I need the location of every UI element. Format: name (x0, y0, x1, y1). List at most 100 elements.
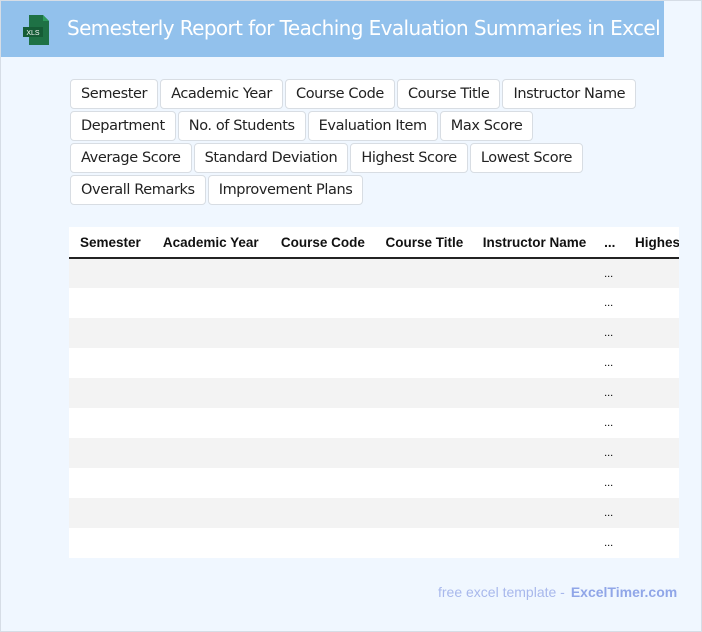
table-cell: ... (597, 498, 624, 528)
table-cell: ... (604, 477, 614, 489)
page-title: Semesterly Report for Teaching Evaluatio… (67, 16, 661, 40)
table-cell: ... (604, 417, 614, 429)
table-cell (269, 258, 375, 288)
table-row: ... (69, 258, 679, 288)
table-row: ... (69, 438, 679, 468)
field-tag[interactable]: Lowest Score (469, 143, 583, 173)
table-cell (151, 498, 270, 528)
table-cell (69, 438, 152, 468)
footer-text: free excel template - (438, 584, 565, 600)
table-cell (151, 438, 270, 468)
table-row: ... (69, 498, 679, 528)
table-cell (374, 378, 472, 408)
footer: free excel template - ExcelTimer.com (438, 584, 677, 600)
table-cell (623, 498, 679, 528)
field-tag[interactable]: No. of Students (177, 111, 306, 141)
table-cell (624, 528, 679, 558)
table-cell (472, 528, 597, 558)
field-tag[interactable]: Semester (70, 79, 159, 109)
table-cell (471, 378, 598, 408)
table-row: ... (69, 378, 679, 408)
table-cell (471, 498, 598, 528)
table-cell (472, 408, 597, 438)
table-cell: ... (597, 258, 624, 288)
data-table: Semester Academic Year Course Code Course T… (69, 227, 679, 558)
table-cell (69, 348, 152, 378)
table-cell (69, 318, 152, 348)
table-cell (151, 318, 270, 348)
table-cell (270, 348, 375, 378)
table-cell (269, 498, 375, 528)
table-cell (624, 468, 679, 498)
table-row: ... (69, 348, 679, 378)
table-cell (69, 528, 152, 558)
table-row: ... (69, 288, 679, 318)
field-tag[interactable]: Academic Year (160, 79, 283, 109)
field-tag[interactable]: Evaluation Item (307, 111, 438, 141)
svg-text:XLS: XLS (26, 30, 40, 37)
table-cell (269, 378, 375, 408)
table-cell (374, 528, 471, 558)
table-cell (69, 498, 152, 528)
table-cell (69, 468, 152, 498)
table-cell (374, 408, 471, 438)
column-header: Instructor Name (471, 227, 598, 259)
table-cell (623, 318, 679, 348)
column-header: Course Title (374, 227, 472, 259)
field-tag[interactable]: Overall Remarks (70, 175, 206, 205)
table-cell (624, 348, 679, 378)
table-cell (152, 468, 270, 498)
field-tag[interactable]: Improvement Plans (207, 175, 364, 205)
field-tag[interactable]: Course Code (284, 79, 395, 109)
table-cell (374, 258, 472, 288)
table-row: ... (69, 528, 679, 558)
table-cell (152, 348, 270, 378)
table-cell (269, 318, 375, 348)
field-tags: Semester Academic Year Course Code Course T… (70, 79, 650, 205)
table-cell: ... (597, 378, 624, 408)
table-cell (623, 438, 679, 468)
table-cell (374, 318, 472, 348)
table-cell (151, 258, 270, 288)
field-tag[interactable]: Instructor Name (502, 79, 637, 109)
xls-file-icon: XLS (23, 15, 49, 45)
table-cell (471, 258, 598, 288)
column-header: Academic Year (151, 227, 270, 259)
table-cell: ... (597, 318, 624, 348)
column-header: ... (597, 227, 624, 259)
table-cell (69, 378, 152, 408)
table-cell (270, 408, 375, 438)
table-cell (152, 408, 270, 438)
table-cell (624, 408, 679, 438)
table-cell (152, 288, 270, 318)
table-cell (69, 288, 152, 318)
table-cell (374, 468, 471, 498)
table-cell (471, 438, 598, 468)
header-bar: XLS Semesterly Report for Teaching Evalu… (1, 1, 664, 57)
table-cell (623, 378, 679, 408)
table-cell (472, 348, 597, 378)
table-cell: ... (604, 537, 614, 549)
table-cell (624, 288, 679, 318)
column-header: Highest Score (623, 227, 679, 259)
field-tag[interactable]: Max Score (439, 111, 534, 141)
table-cell (69, 258, 152, 288)
table-cell (269, 438, 375, 468)
field-tag[interactable]: Course Title (396, 79, 501, 109)
table-cell: ... (597, 438, 624, 468)
table-cell (152, 528, 270, 558)
field-tag[interactable]: Department (70, 111, 176, 141)
table-cell (374, 498, 472, 528)
table-cell: ... (604, 357, 614, 369)
table-cell (69, 408, 152, 438)
table-row: ... (69, 468, 679, 498)
column-header: Course Code (269, 227, 375, 259)
table-cell (472, 468, 597, 498)
table-cell (270, 468, 375, 498)
field-tag[interactable]: Highest Score (350, 143, 468, 173)
brand-link[interactable]: ExcelTimer.com (570, 584, 678, 600)
table-cell (270, 288, 375, 318)
table-cell (472, 288, 597, 318)
field-tag[interactable]: Standard Deviation (193, 143, 349, 173)
field-tag[interactable]: Average Score (70, 143, 192, 173)
